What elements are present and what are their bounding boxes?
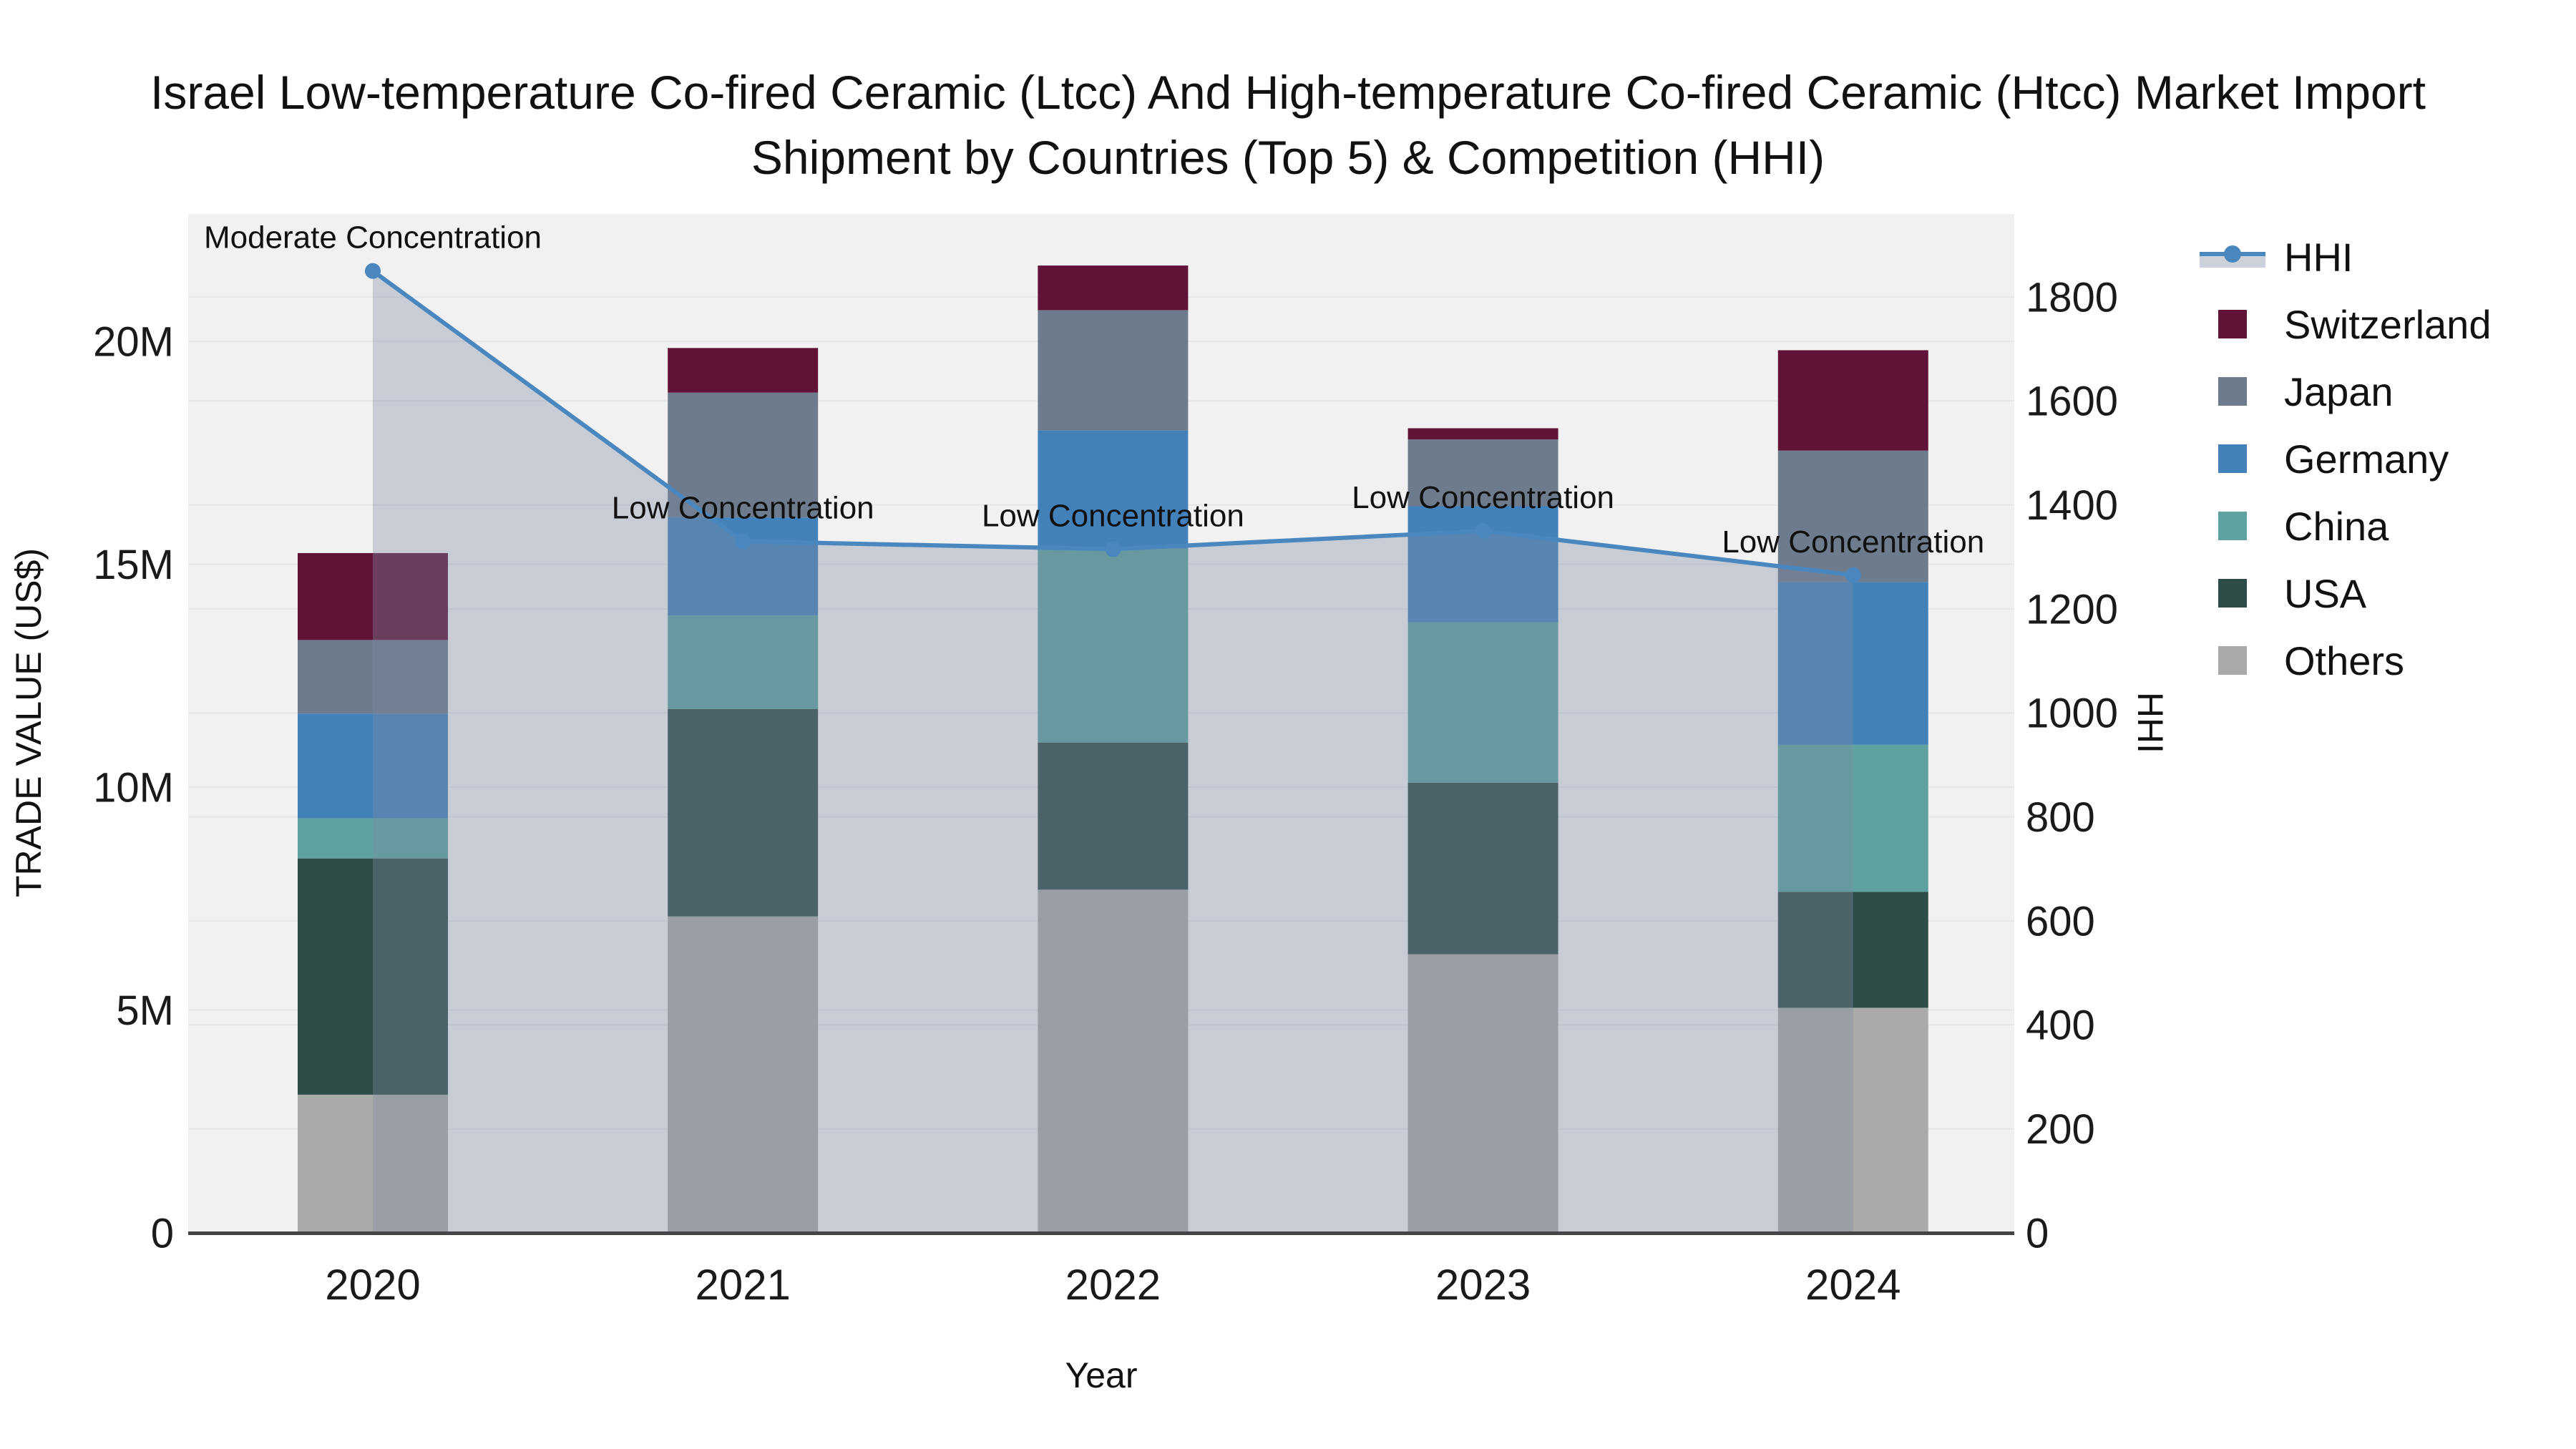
germany-swatch-icon (2218, 444, 2247, 473)
legend-label: USA (2284, 570, 2367, 616)
bar-segment-switzerland-2020[interactable] (298, 552, 449, 640)
x-axis-title: Year (1065, 1355, 1138, 1395)
bar-segment-usa-2023[interactable] (1407, 782, 1558, 955)
y-right-tick-400: 400 (2026, 1002, 2095, 1049)
legend-label: Switzerland (2284, 301, 2492, 347)
bar-segment-usa-2024[interactable] (1777, 892, 1928, 1008)
y-left-tick-20M: 20M (93, 318, 174, 365)
annotation-2024: Low Concentration (1722, 525, 1984, 560)
bar-segment-switzerland-2022[interactable] (1038, 265, 1189, 311)
legend-label: Germany (2284, 436, 2449, 482)
bar-segment-usa-2021[interactable] (668, 708, 819, 917)
bar-segment-china-2021[interactable] (668, 615, 819, 709)
bar-segment-others-2020[interactable] (298, 1094, 449, 1233)
bar-segment-usa-2020[interactable] (298, 858, 449, 1095)
y-right-tick-1400: 1400 (2026, 482, 2118, 529)
y-right-tick-0: 0 (2026, 1210, 2049, 1257)
y-left-tick-15M: 15M (93, 542, 174, 588)
bar-segment-germany-2020[interactable] (298, 713, 449, 819)
legend-item-hhi[interactable]: HHI (2198, 234, 2491, 280)
others-swatch-icon (2218, 646, 2247, 675)
legend-item-others[interactable]: Others (2198, 638, 2491, 683)
bar-segment-others-2023[interactable] (1407, 954, 1558, 1233)
switzerland-swatch-icon (2218, 310, 2247, 338)
bar-segment-others-2024[interactable] (1777, 1008, 1928, 1233)
y-right-tick-1800: 1800 (2026, 274, 2118, 321)
usa-swatch-icon (2218, 579, 2247, 608)
bar-segment-germany-2024[interactable] (1777, 582, 1928, 745)
hhi-line-swatch-icon (2200, 240, 2265, 273)
bar-segment-switzerland-2021[interactable] (668, 348, 819, 393)
legend-item-switzerland[interactable]: Switzerland (2198, 301, 2492, 347)
y-left-tick-0: 0 (151, 1210, 174, 1257)
hhi-marker-2020[interactable] (365, 263, 381, 279)
hhi-marker-2022[interactable] (1105, 541, 1121, 557)
bar-segment-china-2022[interactable] (1038, 548, 1189, 743)
hhi-marker-2023[interactable] (1475, 523, 1491, 539)
x-tick-2023: 2023 (1435, 1261, 1531, 1309)
japan-swatch-icon (2218, 377, 2247, 406)
y-right-tick-1600: 1600 (2026, 379, 2118, 425)
hhi-marker-2021[interactable] (735, 533, 751, 550)
legend-item-japan[interactable]: Japan (2198, 369, 2491, 414)
bar-segment-japan-2021[interactable] (668, 392, 819, 518)
legend-label: HHI (2284, 234, 2353, 280)
legend-label: China (2284, 503, 2389, 549)
bar-segment-japan-2023[interactable] (1407, 439, 1558, 507)
china-swatch-icon (2218, 512, 2247, 540)
bar-segment-china-2023[interactable] (1407, 622, 1558, 783)
x-axis-line (188, 1231, 2014, 1235)
bar-segment-japan-2022[interactable] (1038, 310, 1189, 431)
legend: HHI Switzerland Japan Germany China USA … (2198, 234, 2492, 707)
annotation-2021: Low Concentration (612, 491, 874, 526)
annotation-2020: Moderate Concentration (204, 220, 542, 255)
y-right-tick-200: 200 (2026, 1106, 2095, 1153)
bar-segment-usa-2022[interactable] (1038, 742, 1189, 890)
hhi-area-fill (373, 270, 1853, 1234)
y-right-tick-600: 600 (2026, 898, 2095, 945)
bar-segment-switzerland-2024[interactable] (1777, 350, 1928, 451)
bar-segment-japan-2020[interactable] (298, 640, 449, 714)
y-left-tick-10M: 10M (93, 764, 174, 811)
x-tick-2020: 2020 (325, 1261, 420, 1309)
legend-label: Japan (2284, 369, 2394, 414)
legend-swatch-cell (2198, 240, 2267, 273)
x-tick-2021: 2021 (695, 1261, 790, 1309)
y-right-tick-1000: 1000 (2026, 691, 2118, 737)
y-left-tick-5M: 5M (116, 987, 174, 1034)
x-tick-2024: 2024 (1805, 1261, 1901, 1309)
y-right-tick-800: 800 (2026, 794, 2095, 841)
bar-segment-china-2020[interactable] (298, 818, 449, 859)
annotation-2023: Low Concentration (1352, 480, 1614, 515)
bar-segment-switzerland-2023[interactable] (1407, 428, 1558, 440)
legend-item-germany[interactable]: Germany (2198, 436, 2491, 482)
bar-segment-others-2022[interactable] (1038, 889, 1189, 1233)
annotation-2022: Low Concentration (982, 498, 1244, 533)
legend-item-china[interactable]: China (2198, 503, 2491, 549)
hhi-marker-2024[interactable] (1845, 567, 1861, 583)
bar-segment-japan-2024[interactable] (1777, 450, 1928, 582)
bar-segment-others-2021[interactable] (668, 916, 819, 1233)
legend-item-usa[interactable]: USA (2198, 570, 2491, 616)
bar-segment-germany-2022[interactable] (1038, 430, 1189, 549)
legend-label: Others (2284, 638, 2405, 683)
chart-title: Israel Low-temperature Co-fired Ceramic … (150, 66, 2426, 185)
x-tick-2022: 2022 (1065, 1261, 1161, 1309)
bar-segment-china-2024[interactable] (1777, 744, 1928, 892)
y-right-tick-1200: 1200 (2026, 586, 2118, 633)
